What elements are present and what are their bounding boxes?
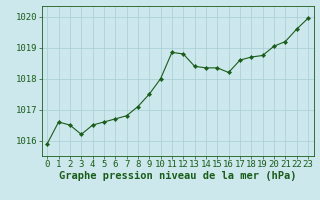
- X-axis label: Graphe pression niveau de la mer (hPa): Graphe pression niveau de la mer (hPa): [59, 171, 296, 181]
